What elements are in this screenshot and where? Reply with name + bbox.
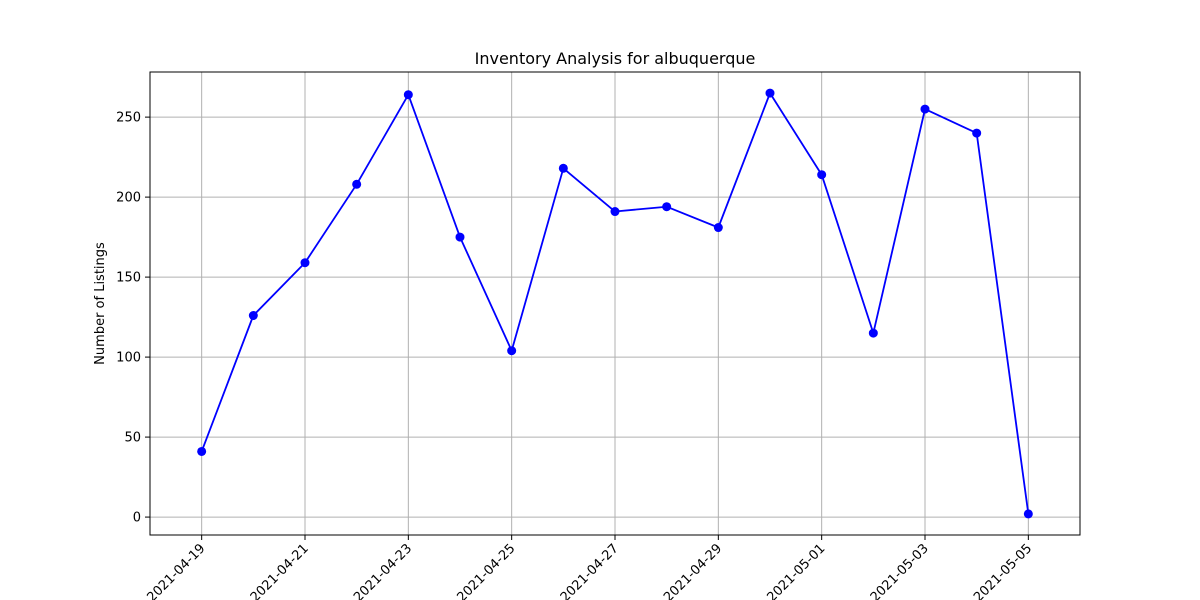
y-tick-label: 200	[116, 191, 141, 206]
data-point	[300, 258, 310, 268]
data-point	[972, 128, 982, 138]
data-point	[248, 310, 258, 320]
x-tick-label: 2021-05-01	[764, 541, 828, 600]
data-point	[455, 232, 465, 242]
y-tick-label: 0	[133, 511, 141, 526]
y-tick-label: 250	[116, 111, 141, 126]
x-tick-label: 2021-04-19	[144, 541, 208, 600]
chart-title: Inventory Analysis for albuquerque	[475, 49, 756, 68]
data-point	[920, 104, 930, 114]
x-tick-label: 2021-04-25	[454, 541, 518, 600]
grid-lines	[150, 72, 1080, 535]
y-tick-label: 50	[124, 431, 141, 446]
y-axis-label: Number of Listings	[93, 242, 108, 365]
data-point	[713, 223, 723, 233]
y-tick-label: 150	[116, 271, 141, 286]
x-tick-label: 2021-05-03	[868, 541, 932, 600]
data-point	[558, 163, 568, 173]
data-point	[765, 88, 775, 98]
data-point	[662, 202, 672, 212]
data-point	[817, 170, 827, 180]
data-point	[868, 328, 878, 338]
x-tick-label: 2021-04-21	[248, 541, 312, 600]
x-tick-label: 2021-04-23	[351, 541, 415, 600]
data-point	[1023, 509, 1033, 519]
axis-ticks: 0 50 100 150 200 250 2021-04-19 2021-04-21 2021-…	[116, 111, 1035, 600]
data-point	[507, 346, 517, 356]
x-tick-label: 2021-04-27	[558, 541, 622, 600]
data-point	[403, 90, 413, 100]
series-layer	[197, 88, 1033, 519]
data-point	[610, 207, 620, 217]
plot-frame	[149, 71, 1081, 536]
x-tick-label: 2021-05-05	[971, 541, 1035, 600]
y-tick-label: 100	[116, 351, 141, 366]
x-tick-label: 2021-04-29	[661, 541, 725, 600]
data-point	[352, 179, 362, 189]
data-point	[197, 446, 207, 456]
